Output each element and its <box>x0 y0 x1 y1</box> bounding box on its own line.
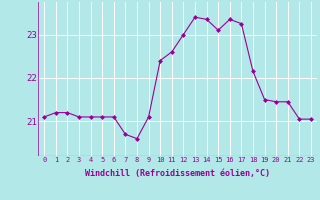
X-axis label: Windchill (Refroidissement éolien,°C): Windchill (Refroidissement éolien,°C) <box>85 169 270 178</box>
